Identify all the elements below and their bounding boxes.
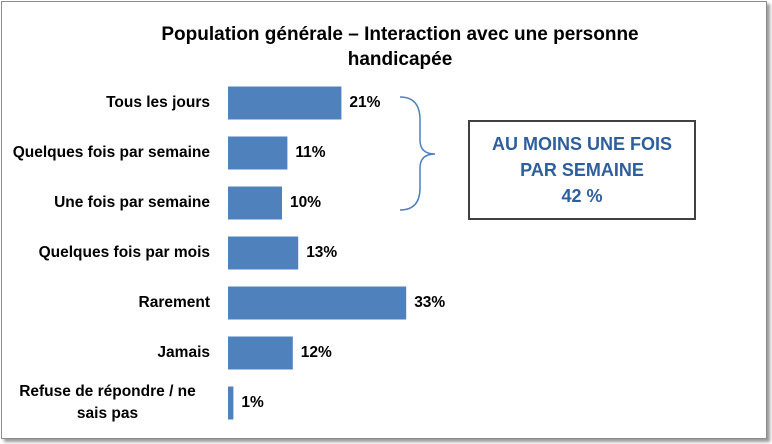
bar — [228, 386, 234, 420]
value-label: 13% — [306, 244, 338, 261]
value-label: 10% — [290, 194, 322, 211]
bar — [228, 286, 407, 320]
y-tick-label-box: Quelques fois par mois — [0, 228, 210, 278]
bar — [228, 136, 288, 170]
y-tick-label-box: Tous les jours — [0, 78, 210, 128]
chart-title: Population générale – Interaction avec u… — [161, 24, 639, 70]
value-label: 21% — [349, 94, 381, 111]
annotation-text: AU MOINS UNE FOIS PAR SEMAINE — [491, 134, 672, 180]
y-tick-label: Refuse de répondre / ne sais pas — [19, 383, 196, 422]
y-tick-label-box: Quelques fois par semaine — [0, 128, 210, 178]
y-tick-label: Jamais — [157, 344, 210, 361]
y-tick-label-box: Une fois par semaine — [0, 178, 210, 228]
y-tick-label-box: Rarement — [0, 278, 211, 328]
annotation-value: 42 % — [561, 186, 603, 206]
value-label: 1% — [241, 394, 264, 411]
y-tick-label-box: Refuse de répondre / ne sais pas — [0, 378, 210, 428]
bar — [228, 186, 282, 220]
y-tick-label: Rarement — [138, 294, 211, 311]
bar — [228, 236, 299, 270]
bar — [228, 86, 342, 120]
bar — [228, 336, 293, 370]
y-tick-label-box: Jamais — [0, 328, 210, 378]
brace — [399, 96, 436, 211]
y-tick-label: Tous les jours — [106, 94, 210, 111]
y-tick-label: Quelques fois par mois — [38, 244, 210, 261]
y-tick-label: Une fois par semaine — [54, 194, 210, 211]
frame — [1, 1, 767, 439]
value-label: 12% — [300, 344, 332, 361]
annotation-box: AU MOINS UNE FOIS PAR SEMAINE 42 % — [468, 120, 696, 220]
y-tick-label: Quelques fois par semaine — [12, 144, 210, 161]
value-label: 11% — [295, 144, 326, 161]
value-label: 33% — [414, 294, 446, 311]
